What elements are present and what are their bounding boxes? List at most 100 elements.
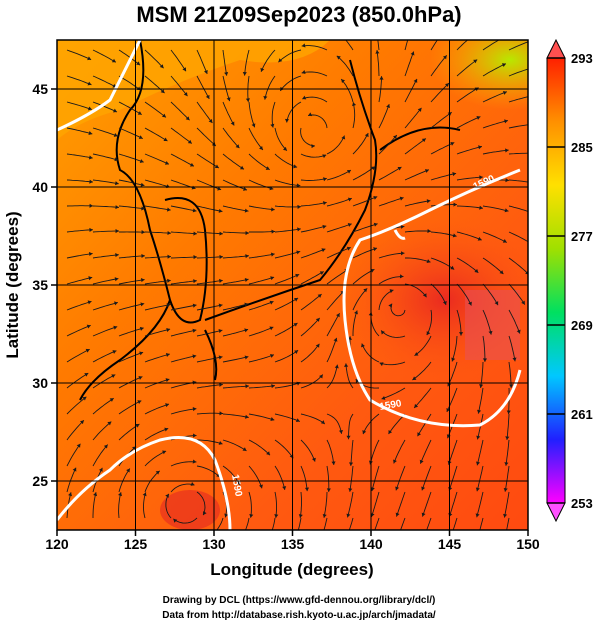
streamline: [248, 385, 275, 389]
streamline-arrow: [320, 420, 325, 424]
streamline: [118, 101, 142, 115]
streamline-arrow: [410, 51, 415, 56]
streamline: [482, 120, 509, 129]
streamline: [371, 491, 380, 518]
streamline: [482, 335, 486, 362]
streamline-arrow: [72, 467, 77, 472]
streamline: [456, 40, 469, 51]
streamline: [362, 413, 380, 435]
streamline-arrow: [395, 538, 399, 542]
credit-drawing: Drawing by DCL (https://www.gfd-dennou.o…: [163, 595, 436, 606]
streamline-arrow: [111, 58, 116, 63]
streamline-arrow: [85, 348, 90, 353]
streamline: [170, 355, 197, 363]
streamline: [506, 413, 510, 440]
streamline-arrow: [413, 78, 418, 83]
streamline-arrow: [76, 443, 81, 448]
streamline-arrow: [479, 384, 484, 388]
streamline-arrow: [245, 230, 249, 236]
streamline-arrow: [477, 409, 482, 414]
streamline-arrow: [311, 457, 316, 462]
streamline-arrow: [476, 116, 481, 120]
streamline-arrow: [274, 514, 279, 518]
streamline-arrow: [159, 64, 164, 69]
streamline: [248, 276, 275, 285]
streamline-arrow: [219, 411, 223, 416]
streamline-arrow: [183, 92, 188, 97]
colorbar-tick-label: 277: [571, 229, 593, 244]
streamline: [340, 78, 354, 103]
streamline-arrow: [270, 252, 275, 257]
streamline-arrow: [293, 322, 298, 327]
streamline-arrow: [381, 330, 385, 335]
streamline-arrow: [191, 185, 196, 190]
streamline-arrow: [260, 67, 265, 72]
y-tick-label: 40: [32, 179, 48, 195]
streamline-arrow: [450, 141, 455, 146]
streamline-arrow: [424, 169, 429, 173]
streamline: [352, 196, 378, 207]
streamline-arrow: [399, 274, 404, 279]
streamline-arrow: [502, 540, 506, 544]
streamline: [248, 300, 274, 311]
streamline-arrow: [304, 487, 310, 492]
streamline: [170, 75, 188, 97]
streamline: [271, 517, 276, 530]
streamline-arrow: [242, 447, 247, 451]
streamline-arrow: [109, 398, 114, 402]
streamline: [144, 304, 171, 311]
streamline: [400, 517, 406, 530]
streamline: [144, 101, 167, 118]
streamline: [456, 283, 472, 306]
streamline: [144, 328, 171, 337]
streamline-arrow: [219, 382, 223, 387]
streamline-arrow: [243, 186, 247, 191]
streamline: [144, 231, 172, 234]
contour-line-east: [342, 168, 522, 428]
streamline-arrow: [245, 98, 250, 102]
streamline: [143, 492, 147, 519]
streamline: [222, 127, 240, 149]
streamline-arrow: [87, 81, 92, 86]
streamline: [300, 343, 320, 363]
streamline-arrow: [193, 231, 197, 236]
streamline-arrow: [192, 459, 197, 464]
streamline-arrow: [224, 71, 229, 76]
streamline: [300, 293, 322, 311]
streamline-arrow: [167, 254, 171, 259]
streamline-arrow: [317, 294, 322, 298]
streamline: [352, 247, 378, 259]
streamline-arrow: [269, 326, 274, 331]
streamline: [170, 461, 197, 467]
streamline: [222, 385, 249, 389]
streamline: [196, 75, 210, 100]
streamline-arrow: [87, 106, 92, 111]
streamline: [248, 326, 274, 337]
streamline: [404, 169, 430, 181]
streamline-arrow: [414, 352, 419, 356]
streamline-arrow: [442, 300, 447, 305]
streamline-arrow: [141, 230, 145, 235]
streamline: [508, 309, 521, 334]
streamline-arrow: [270, 417, 275, 421]
streamline: [405, 257, 431, 263]
streamline-arrow: [84, 373, 89, 377]
streamline-arrow: [114, 157, 119, 162]
streamline-arrow: [249, 513, 254, 518]
korea-coast: [164, 197, 208, 324]
streamline-arrow: [296, 250, 301, 255]
streamline-arrow: [139, 351, 144, 356]
streamline: [274, 322, 298, 337]
streamline: [508, 205, 528, 212]
streamline: [66, 443, 81, 467]
streamline-arrow: [458, 332, 464, 336]
streamline: [286, 101, 302, 123]
streamline: [118, 376, 143, 389]
streamline-arrow: [417, 432, 422, 437]
streamline-arrow: [482, 358, 488, 362]
streamline-arrow: [217, 186, 222, 191]
streamline-arrow: [203, 511, 207, 516]
streamline-arrow: [347, 197, 352, 202]
streamline: [477, 387, 484, 414]
streamline: [144, 279, 171, 285]
